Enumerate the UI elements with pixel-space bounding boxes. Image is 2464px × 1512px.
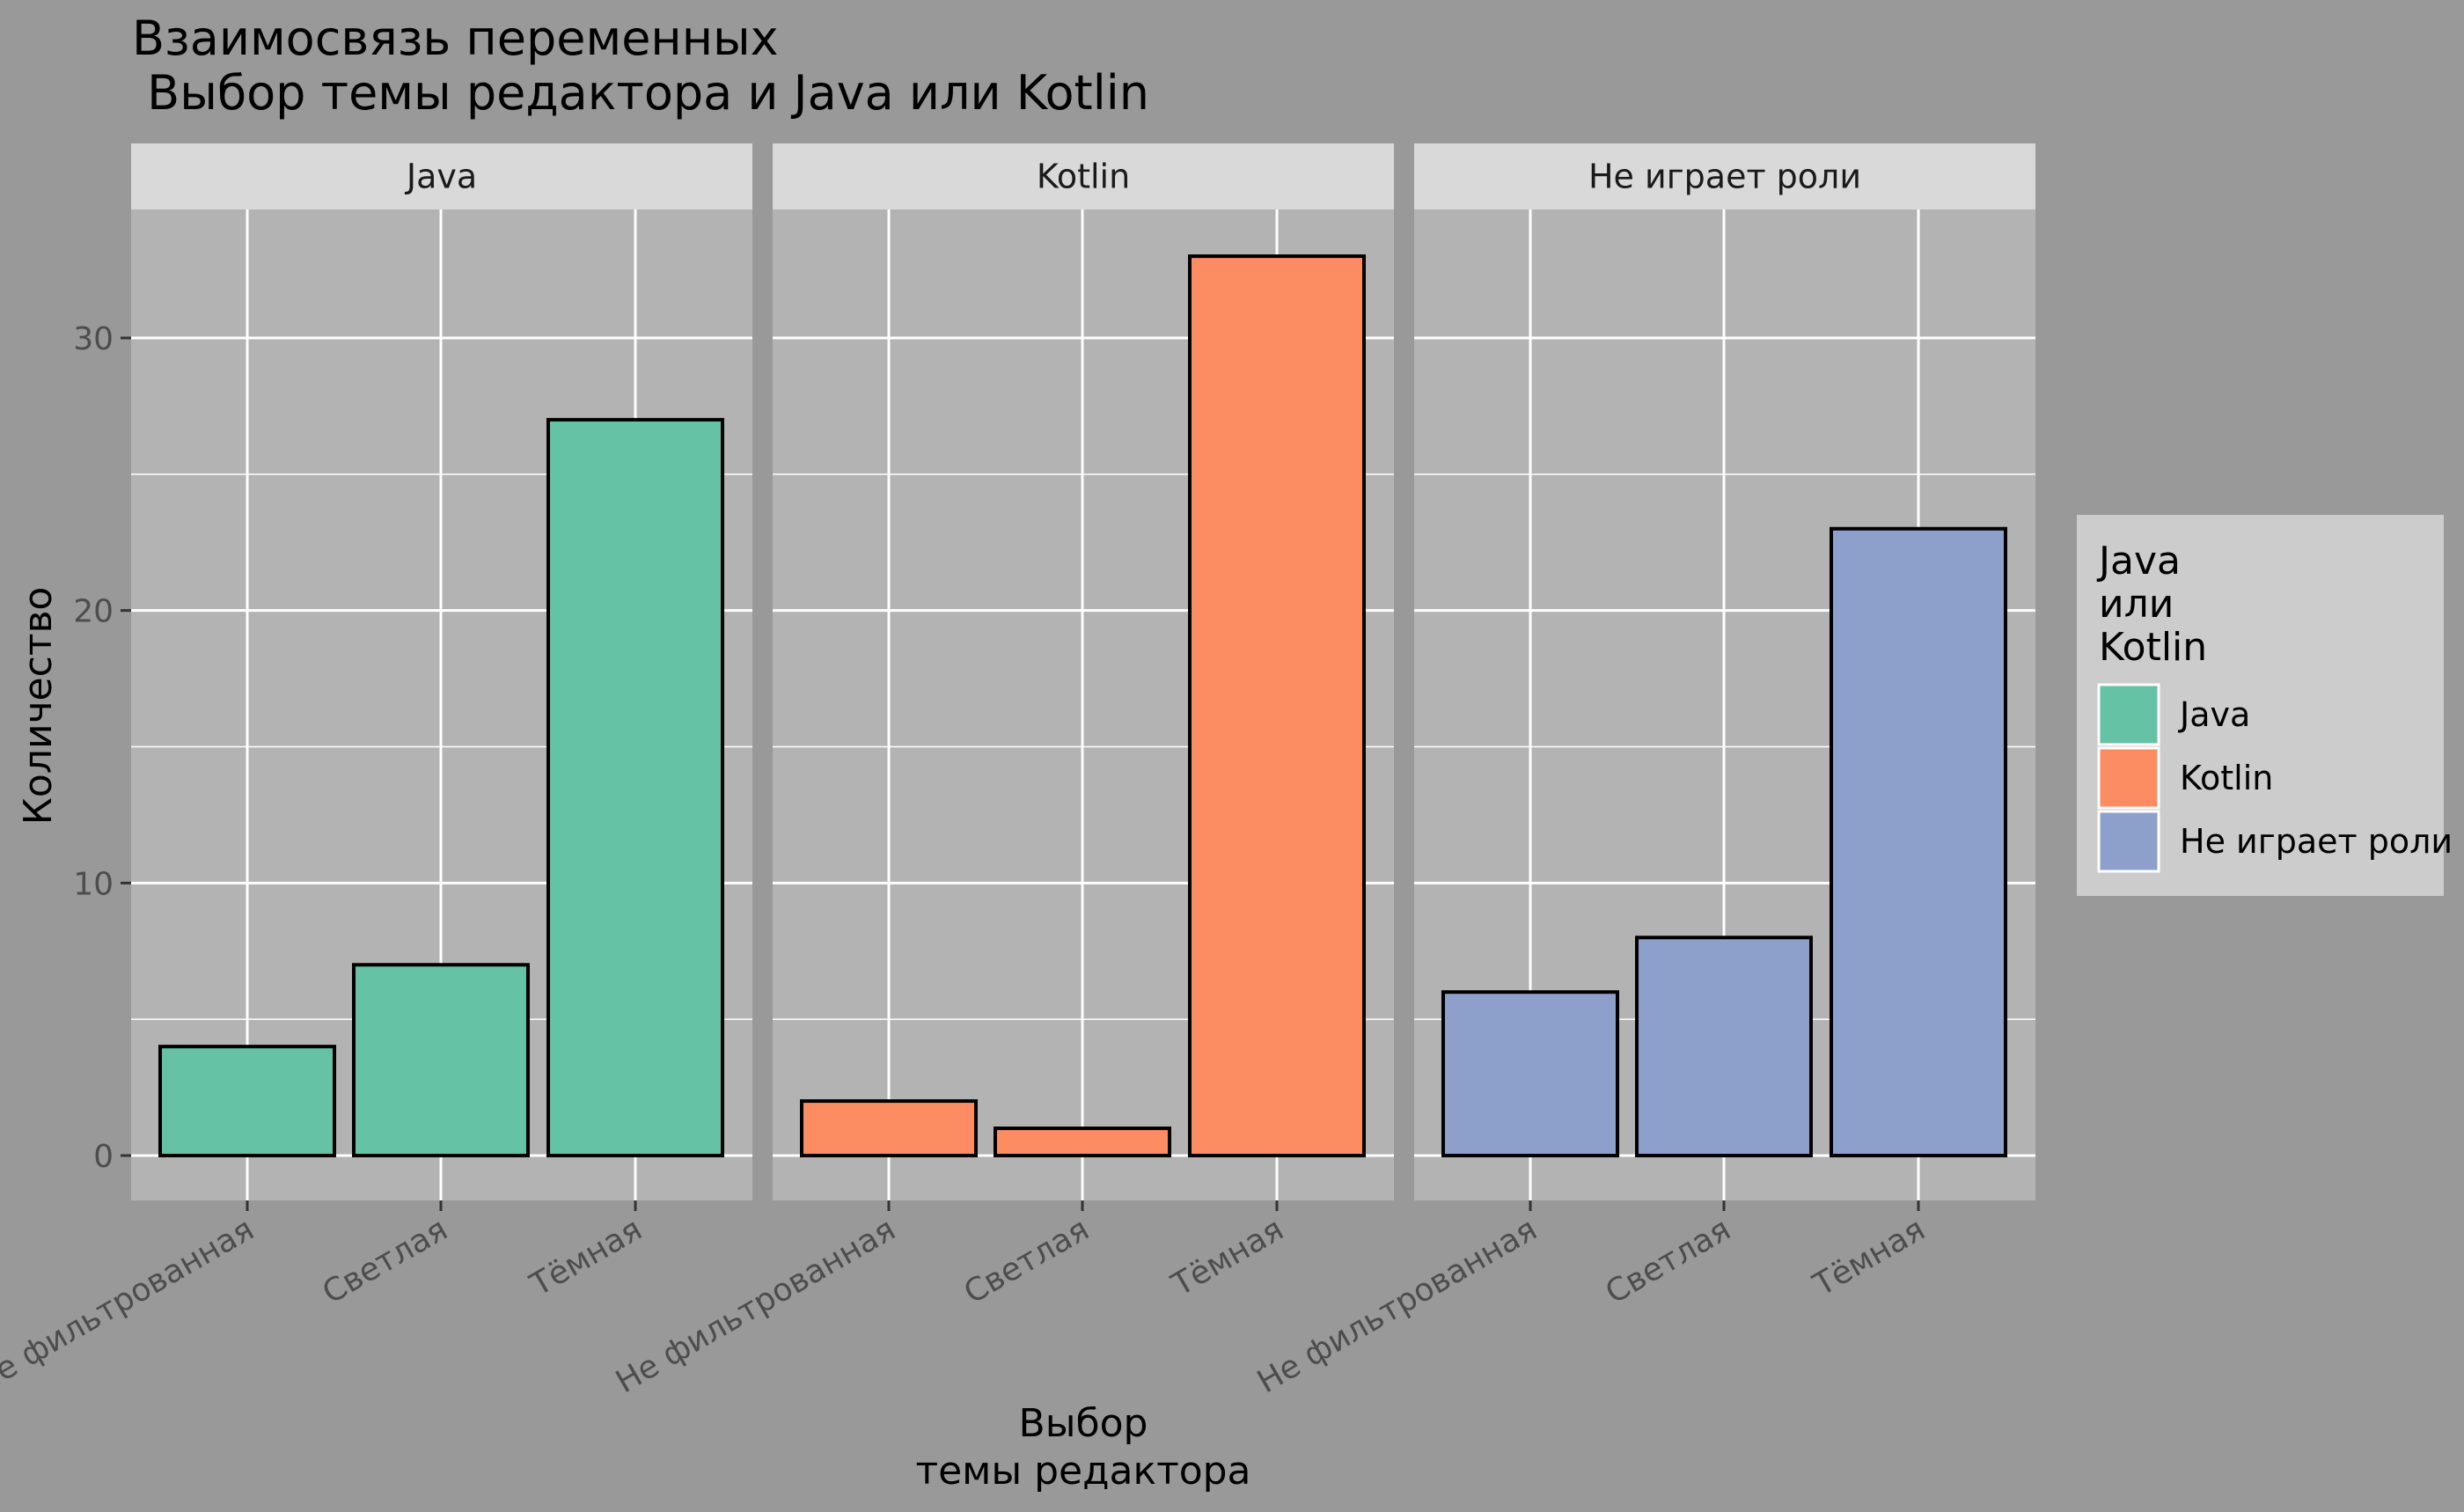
legend-key-3 xyxy=(2097,810,2160,873)
facet-panel-2: Kotlin xyxy=(773,143,1394,1200)
facet-strip xyxy=(1414,143,2035,209)
x-tick-label: Не фильтрованная xyxy=(1251,1211,1543,1400)
x-tick-label: Не фильтрованная xyxy=(610,1211,901,1400)
y-tick-label: 10 xyxy=(73,866,114,902)
legend-key-2 xyxy=(2097,746,2160,810)
bar-3-3 xyxy=(1830,526,2007,1157)
title-line-2: Выбор темы редактора и Java или Kotlin xyxy=(132,65,1149,121)
legend-label-3: Не играет роли xyxy=(2180,822,2453,861)
x-tick-label: Тёмная xyxy=(1807,1211,1931,1303)
legend-title-line-2: или xyxy=(2099,582,2174,627)
facet-strip xyxy=(773,143,1394,209)
x-tick-label: Светлая xyxy=(958,1211,1096,1311)
legend-title-line-3: Kotlin xyxy=(2099,625,2207,670)
legend-key-1 xyxy=(2097,683,2160,746)
bar-2-2 xyxy=(994,1127,1171,1157)
x-axis-title-line-2: темы редактора xyxy=(915,1449,1250,1494)
bar-3-2 xyxy=(1635,936,1813,1158)
facet-strip xyxy=(131,143,752,209)
x-tick-label: Не фильтрованная xyxy=(0,1211,260,1400)
legend-label-2: Kotlin xyxy=(2180,759,2273,797)
legend-label-1: Java xyxy=(2178,695,2250,734)
x-tick-label: Тёмная xyxy=(1165,1211,1289,1303)
title-line-1: Взаимосвязь переменных xyxy=(132,11,779,66)
bar-2-3 xyxy=(1188,254,1366,1158)
x-tick-label: Светлая xyxy=(1600,1211,1737,1311)
facet-strip-label: Не играет роли xyxy=(1588,158,1861,196)
facet-strip-label: Java xyxy=(405,158,477,196)
y-tick-label: 20 xyxy=(73,594,114,630)
y-axis-title: Количество xyxy=(16,587,61,826)
y-tick-label: 30 xyxy=(73,321,114,357)
y-axis: 0 10 20 30 xyxy=(73,321,131,1175)
facet-panel-3: Не играет роли xyxy=(1414,143,2035,1200)
bar-1-3 xyxy=(546,417,724,1157)
y-tick-label: 0 xyxy=(93,1139,114,1175)
facet-panels: Java Kotlin Не играет роли xyxy=(131,143,2035,1200)
facet-panel-1: Java xyxy=(131,143,752,1200)
x-tick-label: Светлая xyxy=(317,1211,454,1311)
facet-strip-label: Kotlin xyxy=(1037,158,1130,196)
legend-title-line-1: Java xyxy=(2096,539,2181,584)
bar-1-1 xyxy=(158,1045,336,1157)
chart-title: Взаимосвязь переменных Выбор темы редакт… xyxy=(132,11,1149,121)
x-axis-title-line-1: Выбор xyxy=(1019,1401,1148,1446)
bar-2-1 xyxy=(800,1099,978,1157)
bar-1-2 xyxy=(352,963,530,1157)
x-tick-label: Тёмная xyxy=(524,1211,648,1303)
bar-3-1 xyxy=(1441,990,1619,1157)
